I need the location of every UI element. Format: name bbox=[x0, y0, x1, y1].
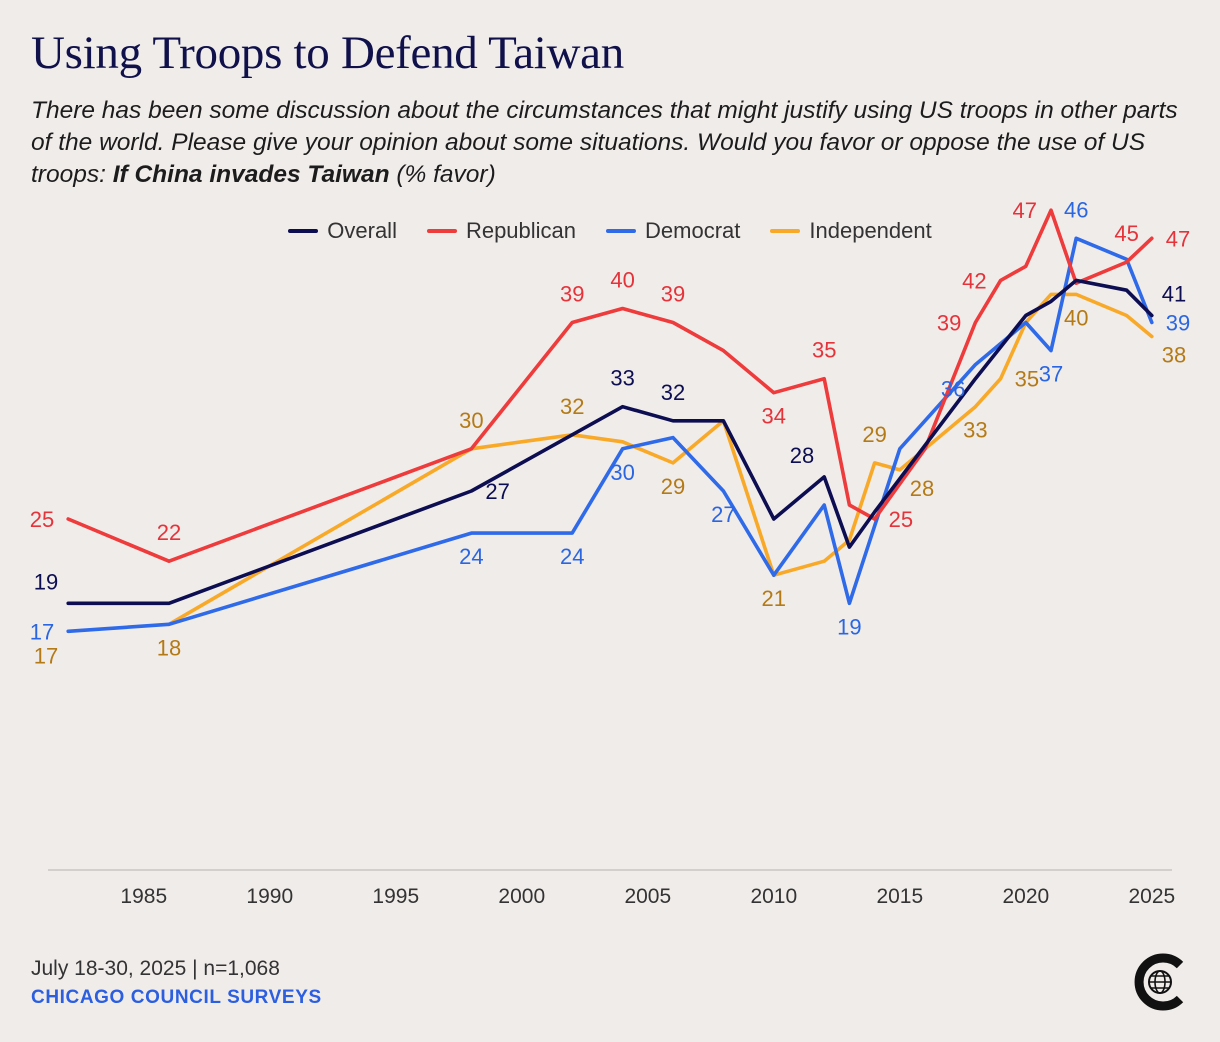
data-label-independent-2010: 21 bbox=[762, 586, 786, 611]
data-label-democrat-1982: 17 bbox=[30, 619, 54, 644]
data-label-independent-2022: 40 bbox=[1064, 305, 1088, 330]
legend-swatch-overall bbox=[288, 229, 319, 233]
survey-date: July 18-30, 2025 | n=1,068 bbox=[31, 957, 280, 980]
x-tick-label-2025: 2025 bbox=[1128, 885, 1175, 908]
data-label-republican-2019: 42 bbox=[962, 268, 986, 293]
data-label-democrat-1998: 24 bbox=[459, 544, 483, 569]
data-label-democrat-2018: 36 bbox=[941, 377, 965, 402]
legend-item-independent: Independent bbox=[770, 218, 932, 244]
legend-label-independent: Independent bbox=[809, 218, 932, 243]
x-tick-label-1995: 1995 bbox=[372, 885, 419, 908]
chart-subtitle: There has been some discussion about the… bbox=[31, 95, 1201, 191]
series-line-democrat bbox=[66, 236, 1154, 634]
source-label: CHICAGO COUNCIL SURVEYS bbox=[31, 987, 322, 1008]
data-label-republican-2006: 39 bbox=[661, 282, 685, 307]
data-label-democrat-2022: 46 bbox=[1064, 197, 1088, 222]
data-label-independent-2015: 28 bbox=[910, 476, 934, 501]
subtitle-question: There has been some discussion about the… bbox=[31, 97, 1178, 188]
data-label-overall-2025: 41 bbox=[1162, 282, 1186, 307]
data-label-republican-1986: 22 bbox=[157, 520, 181, 545]
chart-title: Using Troops to Defend Taiwan bbox=[31, 27, 624, 79]
subtitle-suffix: (% favor) bbox=[389, 161, 496, 188]
data-label-republican-2010: 34 bbox=[762, 404, 786, 429]
data-label-independent-1998: 30 bbox=[459, 408, 483, 433]
x-tick-label-1985: 1985 bbox=[120, 885, 167, 908]
data-label-overall-1982: 19 bbox=[34, 569, 58, 594]
x-tick-label-1990: 1990 bbox=[246, 885, 293, 908]
legend-label-democrat: Democrat bbox=[645, 218, 741, 243]
series-line-independent bbox=[167, 292, 1154, 627]
x-tick-label-2015: 2015 bbox=[876, 885, 923, 908]
data-label-democrat-2025: 39 bbox=[1166, 311, 1190, 336]
data-label-republican-2024: 45 bbox=[1114, 221, 1138, 246]
data-label-independent-1986: 18 bbox=[157, 635, 181, 660]
data-label-republican-2004: 40 bbox=[610, 268, 634, 293]
data-label-independent-2006: 29 bbox=[661, 474, 685, 499]
data-label-republican-2002: 39 bbox=[560, 282, 584, 307]
data-label-democrat-2002: 24 bbox=[560, 544, 584, 569]
x-tick-label-2010: 2010 bbox=[750, 885, 797, 908]
x-tick-label-2005: 2005 bbox=[624, 885, 671, 908]
data-label-independent-2018: 33 bbox=[963, 418, 987, 443]
subtitle-emphasis: If China invades Taiwan bbox=[112, 161, 390, 188]
legend-item-overall: Overall bbox=[288, 218, 397, 244]
legend-swatch-independent bbox=[770, 229, 801, 233]
x-tick-label-2000: 2000 bbox=[498, 885, 545, 908]
data-label-republican-2025: 47 bbox=[1166, 226, 1190, 251]
data-label-republican-2012: 35 bbox=[812, 338, 836, 363]
data-label-overall-2004: 33 bbox=[610, 366, 634, 391]
series-line-overall bbox=[66, 278, 1154, 606]
data-label-overall-1998: 27 bbox=[485, 479, 509, 504]
data-label-republican-1982: 25 bbox=[30, 507, 54, 532]
data-label-democrat-2021: 37 bbox=[1039, 362, 1063, 387]
data-label-republican-2021: 47 bbox=[1013, 198, 1037, 223]
data-label-republican-2014: 25 bbox=[889, 507, 913, 532]
data-label-independent-1982: 17 bbox=[34, 643, 58, 668]
legend-item-democrat: Democrat bbox=[606, 218, 740, 244]
data-label-republican-2018: 39 bbox=[937, 311, 961, 336]
data-label-independent-2019: 35 bbox=[1015, 367, 1039, 392]
data-label-democrat-2008: 27 bbox=[711, 502, 735, 527]
data-label-independent-2002: 32 bbox=[560, 394, 584, 419]
x-tick-label-2020: 2020 bbox=[1002, 885, 1049, 908]
legend-label-overall: Overall bbox=[327, 218, 397, 243]
globe-c-logo-icon bbox=[1134, 953, 1184, 1011]
series-line-republican bbox=[66, 208, 1154, 563]
data-label-overall-2012: 28 bbox=[790, 443, 814, 468]
legend-swatch-democrat bbox=[606, 229, 637, 233]
legend-item-republican: Republican bbox=[426, 218, 577, 244]
data-label-overall-2006: 32 bbox=[661, 380, 685, 405]
data-label-independent-2025: 38 bbox=[1162, 343, 1186, 368]
legend-swatch-republican bbox=[426, 229, 457, 233]
legend-label-republican: Republican bbox=[465, 218, 577, 243]
data-label-democrat-2004: 30 bbox=[610, 460, 634, 485]
chart-legend: Overall Republican Democrat Independent bbox=[0, 218, 1220, 244]
data-label-independent-2014: 29 bbox=[862, 422, 886, 447]
data-label-democrat-2013: 19 bbox=[837, 614, 861, 639]
